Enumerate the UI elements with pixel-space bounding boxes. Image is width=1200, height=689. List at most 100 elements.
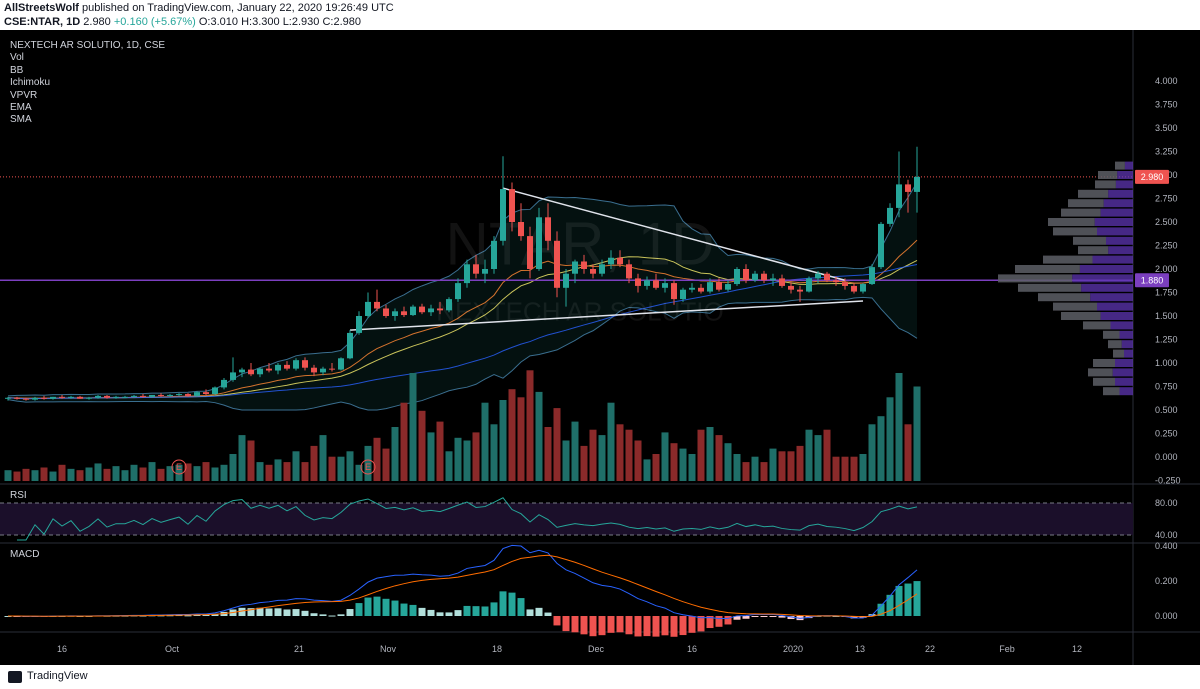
candle-body	[851, 285, 857, 292]
legend-ema[interactable]: EMA	[10, 102, 32, 114]
vpvr-bar-volume	[1110, 321, 1133, 330]
tradingview-logo-icon[interactable]	[8, 671, 22, 683]
legend-bb[interactable]: BB	[10, 64, 24, 76]
volume-bar	[697, 429, 705, 481]
legend-sma[interactable]: SMA	[10, 114, 32, 126]
candle-body	[689, 287, 695, 290]
x-tick-label: 21	[294, 644, 304, 654]
macd-histogram-bar	[400, 603, 408, 616]
volume-bar	[337, 456, 345, 481]
candle-body	[302, 360, 308, 368]
vpvr-bar-volume	[1081, 283, 1133, 292]
vpvr-bar-volume	[1108, 246, 1133, 255]
volume-bar	[526, 370, 534, 481]
price-chart[interactable]: 4.0003.7503.5003.2503.0002.7502.5002.250…	[0, 30, 1200, 665]
macd-histogram-bar	[355, 603, 363, 616]
volume-bar	[850, 456, 858, 481]
price-change: +0.160 (+5.67%)	[113, 16, 196, 28]
volume-bar	[544, 427, 552, 481]
candle-body	[464, 264, 470, 284]
candle-body	[50, 396, 56, 399]
last-price: 2.980	[83, 16, 111, 28]
y-tick-label: 2.500	[1155, 217, 1178, 227]
legend-vpvr[interactable]: VPVR	[10, 89, 38, 101]
candle-body	[113, 396, 119, 398]
volume-bar	[643, 459, 651, 481]
candle-body	[347, 332, 353, 359]
volume-bar	[499, 400, 507, 481]
rsi-label[interactable]: RSI	[10, 490, 27, 501]
volume-bar	[481, 402, 489, 481]
vpvr-bar-volume	[1103, 330, 1120, 339]
volume-bar	[31, 470, 39, 481]
candle-body	[248, 369, 254, 375]
volume-bar	[310, 445, 318, 481]
candle-body	[707, 282, 713, 292]
y-tick-label: 1.750	[1155, 288, 1178, 298]
volume-bar	[787, 451, 795, 481]
earnings-marker-icon	[171, 459, 187, 475]
volume-bar	[598, 435, 606, 481]
macd-histogram-bar	[490, 602, 498, 616]
volume-bar	[715, 435, 723, 481]
legend-ichimoku[interactable]: Ichimoku	[10, 77, 51, 89]
volume-bar	[454, 437, 462, 481]
candle-body	[374, 301, 380, 309]
volume-bar	[877, 416, 885, 481]
vpvr-bar-volume	[1079, 265, 1133, 273]
resistance-trendline	[502, 187, 846, 282]
candle-body	[185, 394, 191, 396]
vpvr-bar-volume	[1103, 199, 1133, 208]
volume-bar	[400, 402, 408, 481]
candle-body	[95, 395, 101, 398]
level-tag	[1135, 273, 1169, 288]
candle-body	[572, 261, 578, 274]
volume-bar	[202, 462, 210, 481]
macd-histogram-bar	[310, 613, 318, 616]
macd-histogram-bar	[373, 596, 381, 616]
candle-body	[626, 264, 632, 279]
vpvr-bar-volume	[1018, 283, 1082, 292]
macd-histogram-bar	[607, 616, 615, 633]
volume-bar	[58, 464, 66, 481]
y-tick-label: 3.750	[1155, 100, 1178, 110]
macd-tick-label: 0.200	[1155, 576, 1178, 586]
macd-histogram-bar	[472, 606, 480, 616]
volume-bar	[391, 427, 399, 481]
x-tick-label: 2020	[783, 644, 803, 654]
macd-histogram-bar	[382, 598, 390, 616]
author-name[interactable]: AllStreetsWolf	[4, 2, 79, 14]
vpvr-bar-volume	[1083, 321, 1111, 330]
footer-brand[interactable]: TradingView	[27, 670, 88, 682]
macd-histogram-bar	[247, 608, 255, 616]
vpvr-bar-volume	[1088, 368, 1113, 377]
volume-bar	[823, 429, 831, 481]
macd-histogram-bar	[238, 607, 246, 616]
macd-histogram-bar	[679, 616, 687, 636]
vpvr-bar-volume	[1090, 293, 1133, 302]
volume-bar	[634, 440, 642, 481]
x-tick-label: Nov	[380, 644, 397, 654]
volume-bar	[247, 440, 255, 481]
volume-bar	[841, 456, 849, 481]
volume-bar	[472, 432, 480, 481]
macd-label[interactable]: MACD	[10, 549, 40, 560]
macd-histogram-bar	[751, 616, 759, 617]
volume-bar	[832, 456, 840, 481]
candle-body	[392, 311, 398, 316]
vpvr-bar-volume	[1113, 349, 1124, 358]
volume-bar	[904, 424, 912, 481]
macd-histogram-bar	[895, 585, 903, 616]
macd-histogram-bar	[346, 609, 354, 616]
legend-vol[interactable]: Vol	[10, 52, 24, 64]
level-tag-label: 1.880	[1141, 275, 1164, 285]
candle-body	[203, 392, 209, 395]
signal-line	[7, 554, 918, 618]
footer-bar: TradingView	[0, 665, 1200, 689]
macd-histogram-bar	[769, 616, 777, 617]
vpvr-bar-volume	[1100, 208, 1133, 217]
legend-title[interactable]: NEXTECH AR SOLUTIO, 1D, CSE	[10, 40, 166, 51]
candle-body	[644, 280, 650, 286]
candle-body	[797, 289, 803, 292]
macd-histogram-bar	[625, 616, 633, 635]
